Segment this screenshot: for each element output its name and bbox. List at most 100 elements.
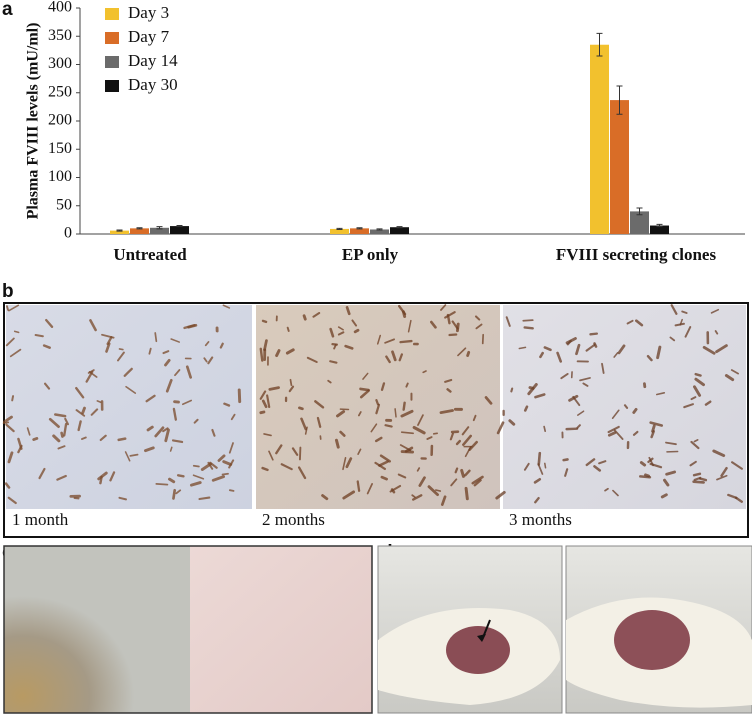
texture xyxy=(660,493,668,499)
legend-swatch xyxy=(105,80,119,92)
texture xyxy=(455,439,462,446)
texture xyxy=(417,414,424,426)
texture xyxy=(397,473,407,479)
error-bar xyxy=(176,225,183,228)
texture xyxy=(407,319,412,333)
texture xyxy=(444,378,453,383)
texture xyxy=(302,314,307,321)
bar xyxy=(650,225,669,234)
error-bar xyxy=(116,229,123,232)
texture xyxy=(435,489,442,492)
micrograph xyxy=(503,305,746,509)
texture xyxy=(48,417,60,429)
texture xyxy=(13,330,20,334)
texture xyxy=(375,399,380,406)
texture xyxy=(384,424,393,428)
texture xyxy=(454,467,459,474)
texture xyxy=(585,458,596,467)
texture xyxy=(198,496,211,501)
texture xyxy=(344,344,354,350)
texture xyxy=(259,347,264,362)
texture xyxy=(674,322,685,327)
texture xyxy=(268,386,280,391)
texture xyxy=(684,326,692,338)
texture xyxy=(45,318,54,328)
texture xyxy=(450,478,458,487)
texture xyxy=(689,460,697,467)
texture xyxy=(297,466,307,480)
texture xyxy=(444,311,456,319)
texture xyxy=(565,337,577,345)
texture xyxy=(690,440,700,450)
panel-label: b xyxy=(2,281,14,302)
texture xyxy=(539,351,544,359)
texture xyxy=(17,444,23,454)
texture xyxy=(468,440,478,451)
texture xyxy=(378,460,389,467)
texture xyxy=(384,338,395,344)
texture xyxy=(402,401,406,411)
texture xyxy=(598,460,607,465)
texture xyxy=(174,369,181,377)
texture xyxy=(259,410,266,415)
texture xyxy=(716,474,728,481)
texture xyxy=(263,339,268,352)
texture xyxy=(211,428,216,437)
texture xyxy=(192,464,200,468)
texture xyxy=(715,344,728,354)
texture xyxy=(418,476,426,487)
texture xyxy=(187,323,198,329)
texture xyxy=(154,426,165,438)
texture xyxy=(275,444,283,455)
texture xyxy=(32,437,39,441)
y-axis-label: Plasma FVIII levels (mU/ml) xyxy=(25,23,42,220)
texture xyxy=(647,457,654,464)
texture xyxy=(193,418,199,424)
texture xyxy=(5,337,15,347)
bar xyxy=(590,44,609,234)
texture xyxy=(329,327,335,338)
texture xyxy=(222,304,231,309)
texture xyxy=(337,331,345,336)
texture xyxy=(222,460,233,466)
texture xyxy=(304,426,308,435)
texture xyxy=(534,496,540,504)
texture xyxy=(607,425,620,434)
texture xyxy=(474,315,481,321)
texture xyxy=(379,454,391,463)
texture xyxy=(510,387,514,393)
texture xyxy=(99,434,107,442)
texture xyxy=(342,456,347,471)
texture xyxy=(404,446,414,453)
texture xyxy=(185,365,193,379)
texture xyxy=(650,430,655,439)
legend-label: Day 3 xyxy=(128,3,169,22)
texture xyxy=(692,472,702,477)
texture xyxy=(351,319,358,327)
texture xyxy=(334,438,340,449)
texture xyxy=(362,372,369,380)
texture xyxy=(4,482,11,489)
texture xyxy=(327,379,332,384)
texture xyxy=(286,326,290,332)
texture xyxy=(464,469,471,477)
texture xyxy=(693,385,702,397)
texture xyxy=(714,330,719,335)
texture xyxy=(613,429,624,440)
texture xyxy=(656,345,662,360)
texture xyxy=(125,385,137,394)
texture xyxy=(144,446,155,453)
micrograph xyxy=(6,305,252,509)
texture xyxy=(568,394,579,402)
texture xyxy=(375,403,381,415)
texture xyxy=(669,336,676,342)
error-bar xyxy=(656,223,663,228)
y-tick-label: 300 xyxy=(48,55,72,72)
texture xyxy=(6,305,9,311)
texture xyxy=(579,377,591,382)
texture xyxy=(665,470,677,476)
texture xyxy=(430,320,437,329)
texture xyxy=(321,494,329,501)
texture xyxy=(457,347,467,357)
